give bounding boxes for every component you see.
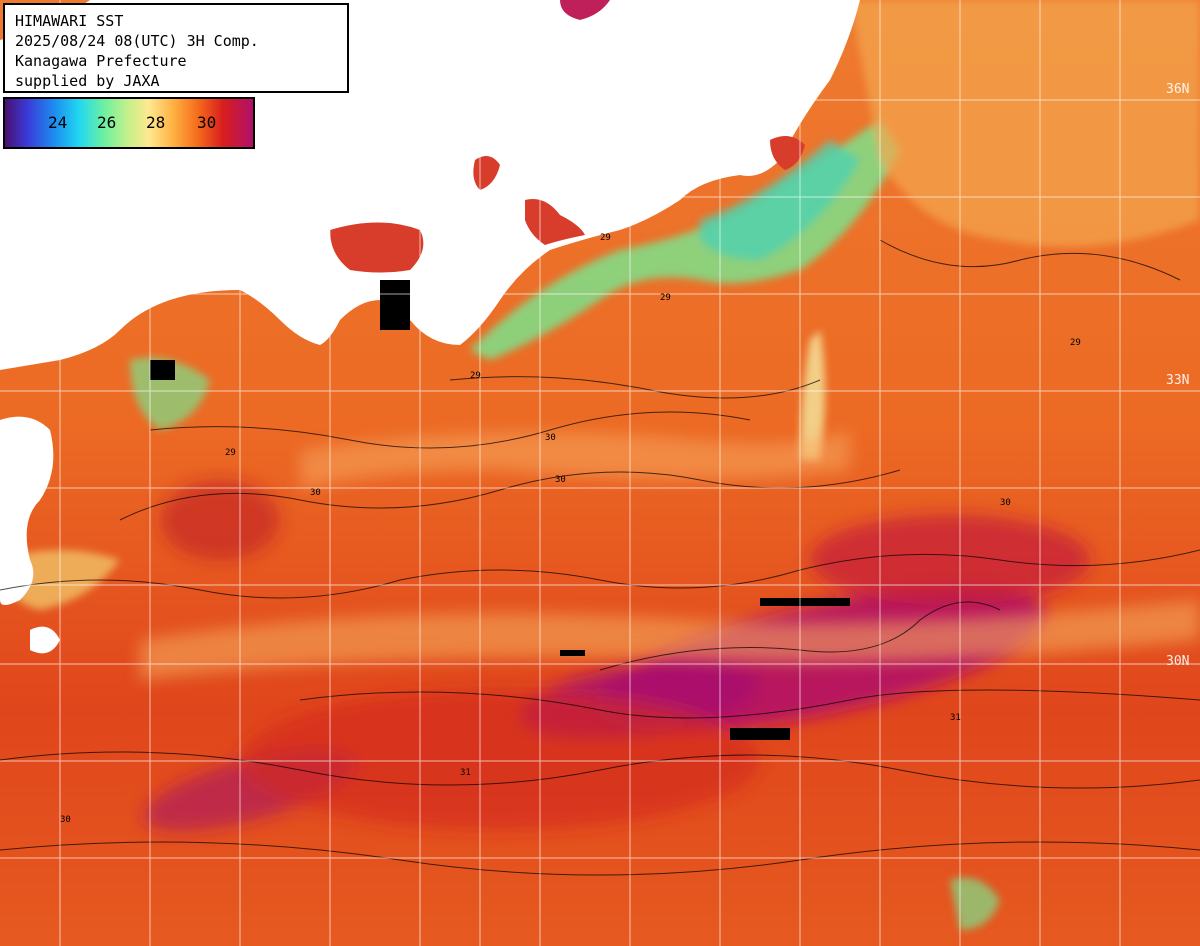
contour-label: 31	[950, 713, 961, 723]
legend-label-24: 24	[48, 113, 68, 132]
contour-label: 30	[310, 488, 321, 498]
observation-time: 2025/08/24 08(UTC) 3H Comp.	[15, 32, 259, 50]
legend-label-28: 28	[146, 113, 166, 132]
contour-label: 29	[1070, 338, 1081, 348]
contour-label: 29	[470, 371, 481, 381]
transition-bands	[140, 430, 1200, 680]
longitude-label-136e: 136E	[482, 0, 497, 14]
contour-label: 29	[225, 448, 236, 458]
kyushu-land	[0, 416, 54, 605]
legend-label-30: 30	[197, 113, 217, 132]
map-info-box: HIMAWARI SST 2025/08/24 08(UTC) 3H Comp.…	[3, 3, 349, 93]
contour-value-labels: 29 29 29 29 30 30 30 30 31 31 29 30	[60, 233, 1081, 825]
island-small	[30, 626, 60, 654]
provider-prefecture: Kanagawa Prefecture	[15, 52, 187, 70]
contour-label: 30	[555, 475, 566, 485]
legend-label-26: 26	[97, 113, 117, 132]
temperature-color-legend: 24 26 28 30	[3, 97, 255, 149]
contour-label: 30	[545, 433, 556, 443]
contour-label: 30	[60, 815, 71, 825]
contour-label: 30	[1000, 498, 1011, 508]
contour-label: 31	[460, 768, 471, 778]
contour-label: 29	[600, 233, 611, 243]
masked-pixels	[560, 598, 850, 740]
product-title: HIMAWARI SST	[15, 12, 124, 30]
latitude-label-30n: 30N	[1166, 654, 1190, 669]
data-source: supplied by JAXA	[15, 72, 160, 90]
latitude-label-33n: 33N	[1166, 373, 1190, 388]
latitude-label-36n: 36N	[1166, 82, 1190, 97]
contour-label: 29	[660, 293, 671, 303]
